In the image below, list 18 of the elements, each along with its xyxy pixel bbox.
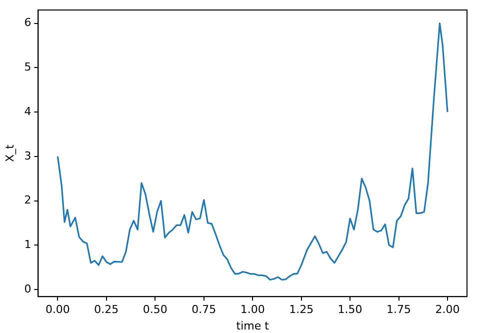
- y-axis-title: X_t: [3, 144, 16, 162]
- x-tick-label: 0.00: [45, 303, 70, 316]
- x-tick-label: 2.00: [435, 303, 460, 316]
- x-tick-label: 0.25: [94, 303, 119, 316]
- y-tick-label: 1: [24, 238, 32, 251]
- y-tick-label: 2: [24, 194, 32, 207]
- y-tick-label: 3: [24, 149, 32, 162]
- x-tick-label: 1.75: [386, 303, 412, 316]
- x-tick-label: 0.75: [192, 303, 216, 316]
- x-axis-title: time t: [236, 319, 270, 332]
- x-tick-label: 1.00: [240, 303, 265, 316]
- y-tick-label: 6: [24, 16, 32, 30]
- y-tick-label: 5: [24, 60, 32, 74]
- y-tick-label: 0: [24, 282, 32, 296]
- y-tick-label: 4: [24, 104, 32, 118]
- x-tick-label: 0.50: [142, 303, 168, 316]
- x-tick-label: 1.50: [338, 303, 362, 316]
- x-tick-label: 1.25: [289, 303, 314, 316]
